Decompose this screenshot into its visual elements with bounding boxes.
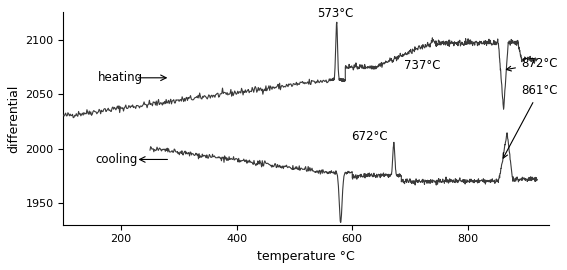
Text: 861°C: 861°C [503,84,557,158]
X-axis label: temperature °C: temperature °C [257,250,355,263]
Y-axis label: differential: differential [7,85,20,153]
Text: 737°C: 737°C [404,59,441,72]
Text: cooling: cooling [95,153,138,166]
Text: heating: heating [98,71,143,84]
Text: 672°C: 672°C [351,130,388,143]
Text: 872°C: 872°C [506,57,557,71]
Text: 573°C: 573°C [318,7,354,20]
